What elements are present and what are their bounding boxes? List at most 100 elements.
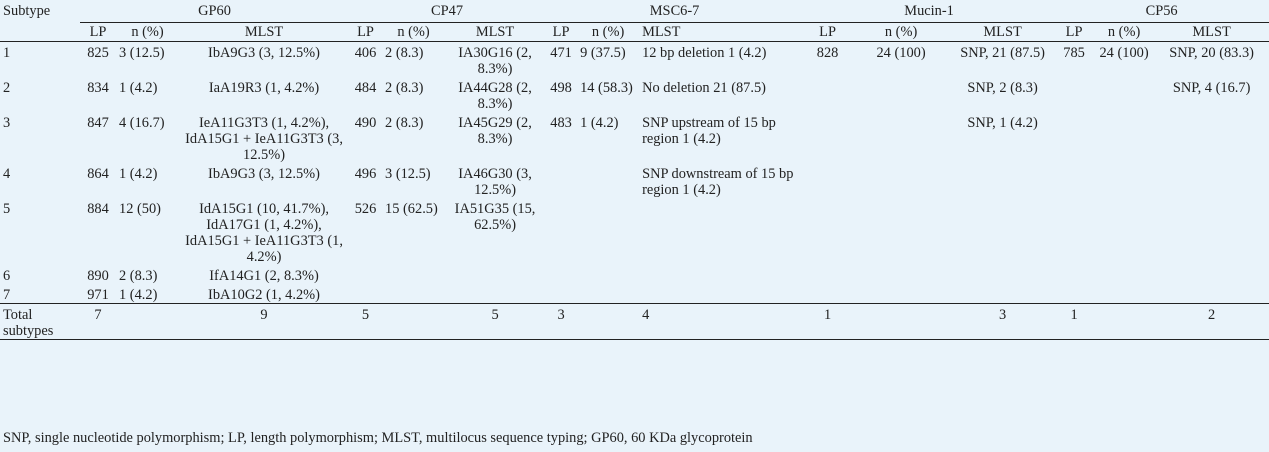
table-row: 5 884 12 (50) IdA15G1 (10, 41.7%), IdA17… bbox=[0, 198, 1269, 265]
cell-mucin-lp bbox=[804, 284, 851, 304]
cell-cp47-mlst bbox=[445, 265, 545, 284]
cell-subtype: 2 bbox=[3, 80, 11, 96]
cell-gp60-mlst: IbA10G2 (1, 4.2%) bbox=[208, 287, 320, 303]
cell-gp60-n: 1 (4.2) bbox=[119, 166, 158, 182]
cell-empty bbox=[382, 303, 446, 340]
cell-msc-n: 14 (58.3) bbox=[580, 80, 633, 96]
cell-msc-mlst: SNP upstream of 15 bp region 1 (4.2) bbox=[642, 115, 776, 147]
subtype-table: Subtype GP60 CP47 MSC6-7 Mucin-1 CP56 LP… bbox=[0, 0, 1269, 340]
subheader-mlst: MLST bbox=[642, 24, 681, 40]
cell-cp56-lp bbox=[1054, 112, 1094, 163]
subheader-lp: LP bbox=[357, 24, 374, 40]
subheader-lp: LP bbox=[552, 24, 570, 40]
cell-cp56-n: 24 (100) bbox=[1099, 45, 1149, 61]
subheader-n: n (%) bbox=[591, 24, 625, 40]
cell-total-mucin-mlst: 3 bbox=[951, 303, 1055, 340]
cell-gp60-mlst: IbA9G3 (3, 12.5%) bbox=[208, 45, 320, 61]
cell-mucin-n bbox=[851, 112, 951, 163]
header-subtype: Subtype bbox=[3, 3, 51, 19]
cell-msc-mlst bbox=[639, 265, 804, 284]
cell-cp56-mlst: SNP, 4 (16.7) bbox=[1172, 80, 1251, 96]
cell-cp56-mlst: SNP, 20 (83.3) bbox=[1169, 45, 1254, 61]
cell-cp47-lp: 526 bbox=[354, 201, 377, 217]
cell-cp47-mlst bbox=[445, 284, 545, 304]
cell-mucin-n bbox=[851, 163, 951, 198]
cell-msc-lp bbox=[545, 163, 577, 198]
cell-cp47-n: 2 (8.3) bbox=[385, 80, 424, 96]
cell-gp60-mlst: IaA19R3 (1, 4.2%) bbox=[208, 80, 320, 96]
cell-cp47-n: 15 (62.5) bbox=[385, 201, 438, 217]
cell-subtype: 4 bbox=[3, 166, 11, 182]
cell-mucin-lp bbox=[804, 163, 851, 198]
cell-gp60-n: 12 (50) bbox=[119, 201, 161, 217]
cell-cp56-n bbox=[1094, 198, 1154, 265]
cell-cp47-n bbox=[382, 284, 445, 304]
cell-gp60-n: 4 (16.7) bbox=[119, 115, 165, 131]
cell-mucin-mlst: SNP, 1 (4.2) bbox=[967, 115, 1038, 131]
cell-total-msc-lp: 3 bbox=[545, 303, 578, 340]
cell-gp60-mlst: IfA14G1 (2, 8.3%) bbox=[209, 268, 319, 284]
cell-cp56-n bbox=[1094, 284, 1154, 304]
cell-gp60-n: 3 (12.5) bbox=[119, 45, 165, 61]
table-row: 1 825 3 (12.5) IbA9G3 (3, 12.5%) 406 2 (… bbox=[0, 42, 1269, 78]
cell-total-mucin-lp: 1 bbox=[804, 303, 852, 340]
cell-mucin-mlst bbox=[951, 198, 1054, 265]
cell-gp60-lp: 971 bbox=[87, 287, 109, 303]
cell-cp47-mlst: IA51G35 (15, 62.5%) bbox=[454, 201, 536, 233]
cell-msc-mlst: 12 bp deletion 1 (4.2) bbox=[642, 45, 767, 61]
cell-total-gp60-lp: 7 bbox=[80, 303, 116, 340]
cell-total-gp60-mlst: 9 bbox=[179, 303, 350, 340]
header-gp60: GP60 bbox=[80, 0, 350, 23]
cell-subtype: 1 bbox=[3, 45, 11, 61]
cell-cp56-mlst bbox=[1154, 265, 1269, 284]
cell-cp47-lp: 484 bbox=[354, 80, 377, 96]
header-mucin-1: Mucin-1 bbox=[804, 0, 1055, 23]
subheader-lp: LP bbox=[1065, 24, 1083, 40]
cell-gp60-lp: 834 bbox=[87, 80, 109, 96]
cell-gp60-lp: 847 bbox=[87, 115, 109, 131]
cell-cp47-n bbox=[382, 265, 445, 284]
cell-gp60-lp: 884 bbox=[87, 201, 109, 217]
table-row: 2 834 1 (4.2) IaA19R3 (1, 4.2%) 484 2 (8… bbox=[0, 77, 1269, 112]
cell-cp56-mlst bbox=[1154, 284, 1269, 304]
cell-gp60-mlst: IeA11G3T3 (1, 4.2%), IdA15G1 + IeA11G3T3… bbox=[185, 115, 343, 163]
cell-cp56-lp: 785 bbox=[1063, 45, 1085, 61]
cell-mucin-mlst bbox=[951, 163, 1054, 198]
cell-empty bbox=[116, 303, 179, 340]
cell-msc-n bbox=[577, 163, 639, 198]
cell-cp56-lp bbox=[1054, 284, 1094, 304]
cell-mucin-lp bbox=[804, 77, 851, 112]
cell-cp56-mlst bbox=[1154, 112, 1269, 163]
cell-gp60-mlst: IbA9G3 (3, 12.5%) bbox=[208, 166, 320, 182]
cell-msc-n bbox=[577, 198, 639, 265]
cell-subtype: 3 bbox=[3, 115, 11, 131]
subheader-n: n (%) bbox=[884, 24, 918, 40]
cell-msc-n: 9 (37.5) bbox=[580, 45, 626, 61]
cell-total-cp56-mlst: 2 bbox=[1154, 303, 1269, 340]
cell-cp56-lp bbox=[1054, 163, 1094, 198]
subheader-mlst: MLST bbox=[475, 24, 515, 40]
cell-cp56-lp bbox=[1054, 77, 1094, 112]
cell-cp47-n: 3 (12.5) bbox=[385, 166, 431, 182]
cell-gp60-n: 1 (4.2) bbox=[119, 287, 158, 303]
header-cp56: CP56 bbox=[1054, 0, 1269, 23]
cell-cp47-mlst: IA30G16 (2, 8.3%) bbox=[458, 45, 532, 77]
cell-msc-n bbox=[577, 284, 639, 304]
cell-msc-lp bbox=[545, 198, 577, 265]
cell-msc-lp: 471 bbox=[550, 45, 572, 61]
cell-mucin-mlst bbox=[951, 265, 1054, 284]
cell-mucin-lp bbox=[804, 112, 851, 163]
cell-gp60-n: 1 (4.2) bbox=[119, 80, 158, 96]
cell-cp47-mlst: IA46G30 (3, 12.5%) bbox=[458, 166, 532, 198]
cell-mucin-lp bbox=[804, 198, 851, 265]
subheader-n: n (%) bbox=[1107, 24, 1141, 40]
cell-msc-lp: 498 bbox=[550, 80, 572, 96]
table-footnote: SNP, single nucleotide polymorphism; LP,… bbox=[3, 430, 753, 446]
cell-mucin-mlst: SNP, 2 (8.3) bbox=[967, 80, 1038, 96]
cell-mucin-n bbox=[851, 265, 951, 284]
cell-subtype: 6 bbox=[3, 268, 11, 284]
subheader-n: n (%) bbox=[131, 24, 164, 40]
cell-cp47-mlst: IA44G28 (2, 8.3%) bbox=[458, 80, 532, 112]
subheader-mlst: MLST bbox=[983, 24, 1022, 40]
